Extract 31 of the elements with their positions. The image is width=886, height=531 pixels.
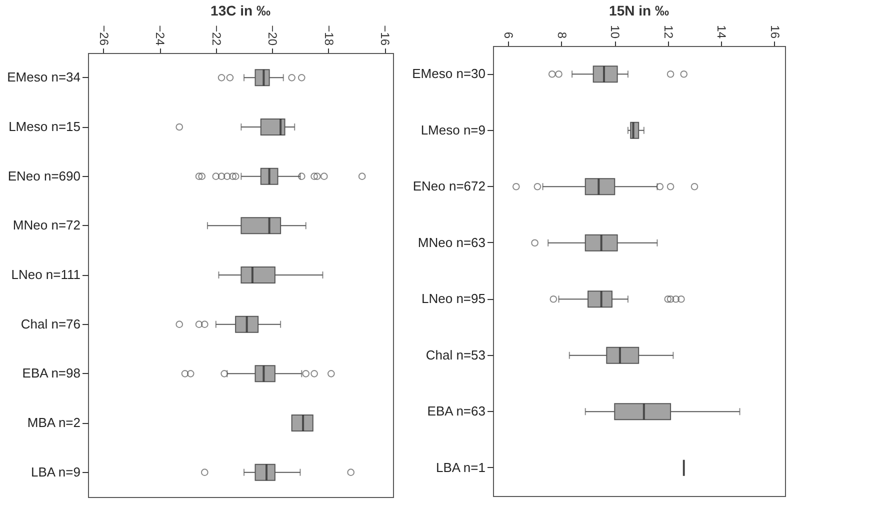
y-tick-label: EBA n=98 <box>22 366 80 381</box>
y-tick-label: MNeo n=72 <box>12 218 80 233</box>
x-tick-label: −18 <box>322 25 336 46</box>
y-tick-label: Chal n=53 <box>426 347 486 362</box>
y-tick-label: MBA n=2 <box>27 415 80 430</box>
y-tick-label: EMeso n=30 <box>412 66 486 82</box>
x-tick-label: −16 <box>378 25 392 46</box>
y-tick-label: LNeo n=95 <box>422 291 486 306</box>
x-tick-label: −20 <box>266 25 280 46</box>
x-tick-label: 10 <box>608 25 622 39</box>
chart-title: 13C in ‰ <box>210 2 270 19</box>
y-tick-label: LBA n=1 <box>436 460 486 475</box>
x-tick-label: −26 <box>96 25 111 46</box>
x-tick-label: 12 <box>661 25 676 39</box>
y-tick-label: ENeo n=672 <box>412 178 486 194</box>
y-tick-label: EMeso n=34 <box>7 70 80 85</box>
y-tick-label: Chal n=76 <box>20 316 80 332</box>
chart-title: 15N in ‰ <box>609 2 669 19</box>
x-tick-label: −24 <box>153 25 168 46</box>
x-tick-label: 14 <box>714 25 729 39</box>
y-tick-label: LNeo n=111 <box>11 267 80 282</box>
y-tick-label: LMeso n=9 <box>420 122 486 138</box>
x-tick-label: −22 <box>209 25 224 46</box>
y-tick-label: EBA n=63 <box>427 404 486 419</box>
y-tick-label: LBA n=9 <box>30 464 80 480</box>
x-tick-label: 6 <box>502 32 516 39</box>
y-tick-label: ENeo n=690 <box>8 168 80 184</box>
x-tick-label: 8 <box>554 32 569 39</box>
x-tick-label: 16 <box>768 25 782 39</box>
y-tick-label: MNeo n=63 <box>418 234 486 250</box>
y-tick-label: LMeso n=15 <box>8 119 80 134</box>
